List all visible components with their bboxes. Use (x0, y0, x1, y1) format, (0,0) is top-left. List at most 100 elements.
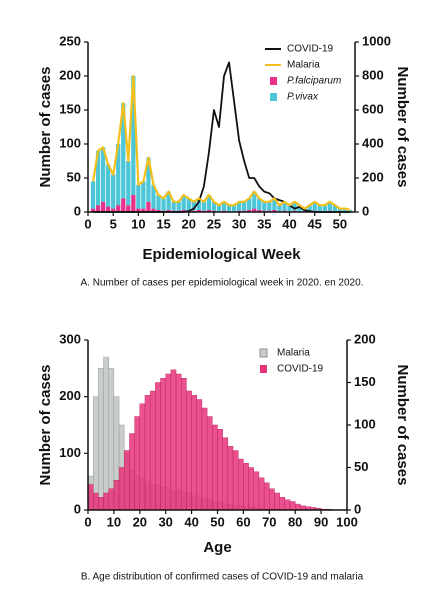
histogram-bar (253, 471, 260, 511)
bar (277, 205, 282, 212)
x-tick-label: 30 (158, 514, 172, 529)
histogram-bar (238, 458, 244, 511)
histogram-bar (263, 482, 270, 511)
bar (257, 209, 262, 212)
y2-tick-label: 800 (362, 67, 384, 82)
bar (111, 208, 116, 212)
bar (151, 208, 156, 212)
bar (146, 201, 151, 212)
histogram-bar (196, 399, 203, 511)
y2-tick-label: 0 (354, 501, 361, 516)
histogram-bar (175, 373, 182, 511)
y-tick-label: 300 (59, 331, 81, 346)
bar (171, 201, 176, 211)
histogram-bar (165, 373, 172, 511)
x-tick-label: 40 (184, 514, 198, 529)
bar (206, 195, 212, 210)
histogram-bar (129, 433, 135, 511)
bar (106, 206, 111, 212)
histogram-bar (217, 429, 223, 511)
bar (176, 201, 181, 211)
histogram-bar (170, 369, 177, 511)
y2-tick-label: 200 (362, 169, 384, 184)
bar (100, 147, 106, 202)
x-tick-label: 70 (262, 514, 276, 529)
bar (347, 209, 353, 212)
x-tick-label: 35 (257, 216, 271, 231)
bar (121, 198, 126, 212)
bar (126, 161, 131, 206)
x-tick-label: 90 (314, 514, 328, 529)
bar (211, 201, 217, 211)
bar (282, 201, 287, 211)
histogram-bar (243, 463, 249, 511)
bar (196, 198, 201, 210)
y-tick-label: 150 (59, 101, 81, 116)
bar (156, 209, 161, 212)
x-tick-label: 10 (131, 216, 145, 231)
y-axis-label: Number of cases (37, 67, 54, 188)
histogram-bar (248, 467, 254, 511)
x-axis-label: Epidemiological Week (142, 246, 301, 263)
x-tick-label: 30 (232, 216, 246, 231)
histogram-bar (191, 395, 197, 511)
bar (186, 198, 191, 211)
histogram-bar (160, 378, 166, 511)
histogram-bar (118, 467, 125, 511)
bar (247, 198, 252, 210)
bar (131, 195, 136, 212)
y-tick-label: 0 (74, 203, 81, 218)
histogram-bar (113, 480, 120, 511)
bar (121, 103, 126, 199)
x-tick-label: 60 (236, 514, 250, 529)
bar (111, 174, 116, 209)
y-tick-label: 0 (74, 501, 81, 516)
bar (317, 205, 322, 212)
legend-label: COVID-19 (277, 364, 324, 375)
x-tick-label: 50 (333, 216, 347, 231)
bar (166, 191, 171, 210)
y-tick-label: 100 (59, 445, 81, 460)
bar (136, 184, 141, 209)
histogram-bar (274, 492, 280, 511)
histogram-bar (186, 390, 192, 511)
x-tick-label: 45 (307, 216, 321, 231)
x-tick-label: 0 (84, 514, 91, 529)
legend-label: Malaria (277, 348, 310, 359)
histogram-bar (124, 450, 130, 511)
x-tick-label: 20 (182, 216, 196, 231)
bar (312, 201, 317, 211)
legend-symbol (260, 365, 267, 373)
histogram-bar (155, 382, 161, 511)
bar (216, 205, 222, 212)
legend-label: P.vivax (287, 92, 319, 103)
y-tick-label: 200 (59, 388, 81, 403)
y-tick-label: 200 (59, 67, 81, 82)
histogram-bar (269, 488, 275, 511)
bar (146, 157, 151, 202)
bar (181, 195, 186, 210)
caption: B. Age distribution of confirmed cases o… (81, 572, 364, 583)
bar (95, 150, 101, 206)
line (91, 74, 351, 212)
legend-label: COVID-19 (287, 44, 334, 55)
x-tick-label: 25 (207, 216, 221, 231)
bar (231, 205, 237, 212)
bar (156, 195, 161, 210)
histogram-bar (98, 497, 104, 511)
bar (332, 205, 337, 212)
bar (272, 198, 277, 210)
bar (252, 208, 257, 212)
histogram-bar (289, 501, 296, 511)
histogram-bar (206, 416, 213, 511)
histogram-bar (103, 492, 109, 511)
histogram-bar (232, 450, 239, 511)
bar (126, 205, 131, 212)
histogram-bar (144, 395, 151, 511)
bar (252, 191, 257, 209)
bar (181, 209, 186, 212)
bar (141, 181, 146, 209)
bar (166, 209, 171, 212)
bar (161, 198, 166, 211)
